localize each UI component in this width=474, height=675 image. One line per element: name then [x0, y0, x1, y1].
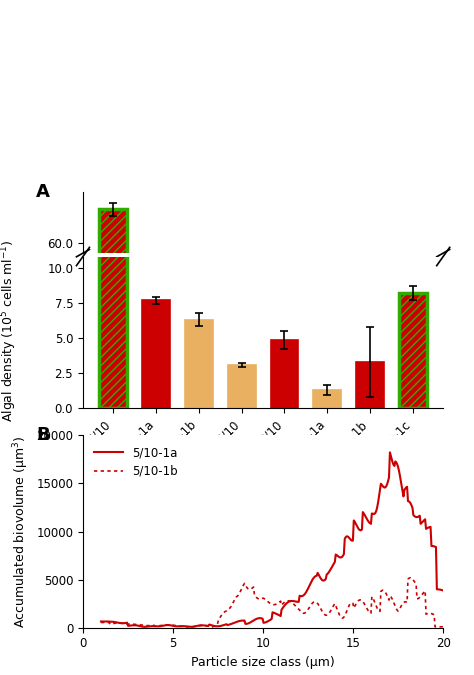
5/10-1a: [189, 623, 194, 631]
5/10-1a: [302, 590, 308, 598]
5/10-1a: [440, 587, 446, 595]
5/10-1a: [361, 510, 366, 518]
Bar: [271, 340, 299, 408]
Bar: [356, 362, 384, 408]
Bar: [185, 605, 213, 648]
5/10-1a: [160, 622, 165, 630]
5/10-1b: [189, 623, 194, 631]
Y-axis label: Accumulated biovolume (μm$^3$): Accumulated biovolume (μm$^3$): [11, 435, 31, 628]
Bar: [271, 616, 299, 648]
5/10-1a: [353, 519, 358, 527]
X-axis label: Particle size class (μm): Particle size class (μm): [191, 656, 335, 669]
Bar: [228, 627, 255, 648]
5/10-1a: [252, 616, 257, 624]
Bar: [356, 626, 384, 648]
5/10-1b: [98, 618, 104, 626]
Line: 5/10-1b: 5/10-1b: [101, 578, 443, 627]
5/10-1b: [440, 623, 446, 631]
5/10-1b: [302, 609, 308, 617]
5/10-1a: [288, 597, 293, 605]
5/10-1b: [288, 597, 293, 605]
5/10-1b: [252, 591, 257, 599]
Legend: 5/10-1a, 5/10-1b: 5/10-1a, 5/10-1b: [89, 441, 183, 483]
5/10-1b: [408, 574, 413, 582]
Bar: [313, 639, 341, 648]
5/10-1b: [353, 601, 358, 609]
Bar: [142, 596, 170, 648]
Text: A: A: [36, 184, 50, 201]
5/10-1a: [387, 448, 393, 456]
Text: B: B: [36, 426, 50, 443]
5/10-1b: [160, 621, 165, 629]
Text: Algal density (10$^5$ cells ml$^{-1}$): Algal density (10$^5$ cells ml$^{-1}$): [0, 240, 19, 422]
Bar: [142, 300, 170, 408]
Bar: [399, 293, 427, 408]
Bar: [313, 390, 341, 408]
5/10-1a: [98, 618, 104, 626]
Bar: [399, 593, 427, 648]
Bar: [100, 0, 127, 408]
Bar: [228, 364, 255, 408]
Bar: [100, 209, 127, 648]
Bar: [185, 320, 213, 408]
Line: 5/10-1a: 5/10-1a: [101, 452, 443, 627]
5/10-1b: [361, 599, 366, 607]
